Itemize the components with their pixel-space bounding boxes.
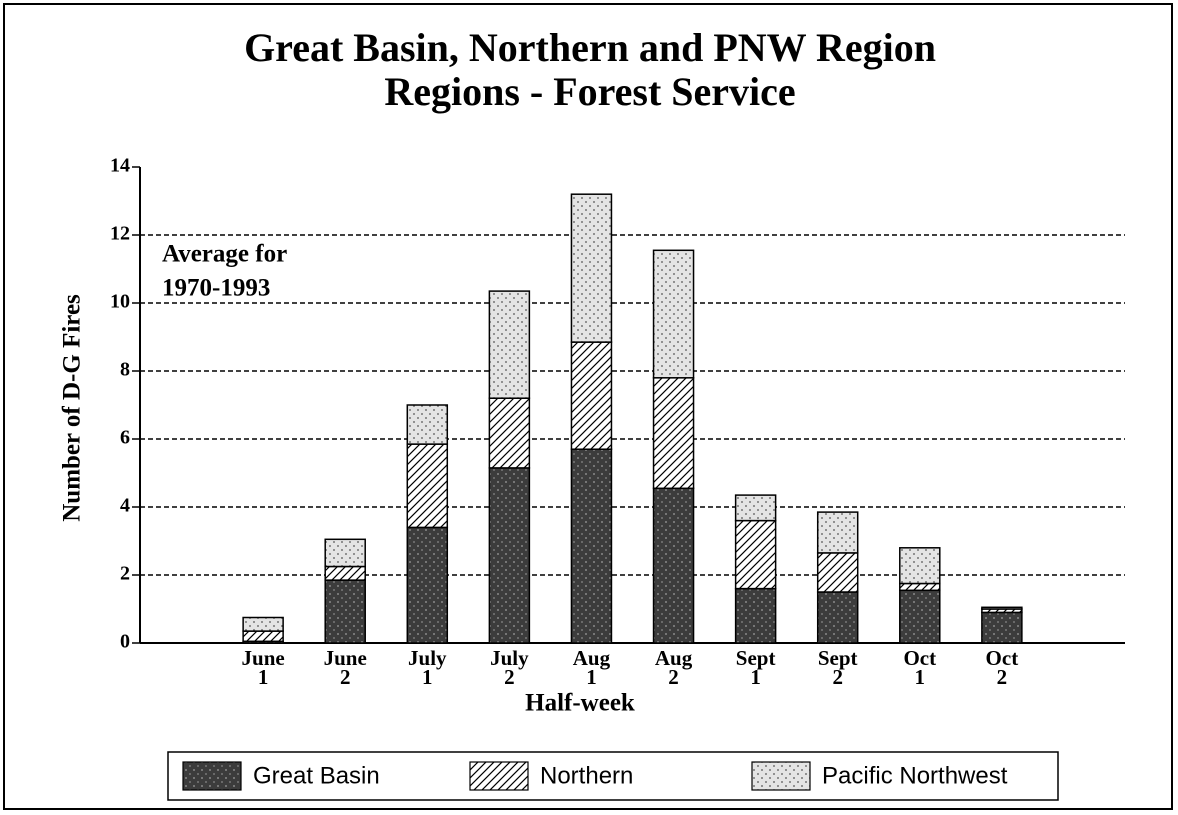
bar-segment — [488, 467, 531, 644]
bar-segment — [242, 630, 284, 643]
bar-segment — [816, 552, 859, 593]
legend-label: Pacific Northwest — [822, 762, 1008, 789]
bar-segment — [652, 487, 695, 644]
bar-segment — [406, 526, 449, 644]
y-tick-label: 6 — [120, 427, 130, 449]
y-tick-label: 2 — [120, 563, 130, 585]
x-tick-label: July 1 — [408, 646, 447, 689]
legend-swatch — [469, 761, 529, 791]
bar-segment — [324, 538, 366, 568]
bar-segment — [652, 249, 695, 379]
x-tick-label: July 2 — [490, 646, 529, 689]
x-tick-label: June 1 — [241, 646, 285, 689]
y-tick-label: 0 — [120, 631, 130, 653]
bar-segment — [570, 448, 613, 644]
y-tick-label: 8 — [120, 359, 130, 381]
x-tick-label: Oct 2 — [985, 646, 1019, 689]
legend-swatch — [182, 761, 242, 791]
frame — [3, 3, 1173, 810]
x-tick-label: Aug 2 — [654, 646, 693, 689]
bar-segment — [406, 443, 449, 529]
bar-segment — [981, 606, 1023, 610]
legend-label: Great Basin — [253, 762, 380, 789]
bar-segment — [734, 587, 777, 644]
bar-segment — [570, 341, 613, 450]
bar-segment — [816, 591, 859, 644]
x-axis-label: Half-week — [525, 690, 635, 717]
bar-segment — [899, 547, 941, 585]
annotation: Average for — [162, 241, 287, 268]
bar-segment — [734, 519, 777, 590]
bar-segment — [406, 404, 449, 445]
x-tick-label: June 2 — [323, 646, 367, 689]
legend-swatch — [751, 761, 811, 791]
bar-segment — [816, 511, 859, 554]
bar-segment — [242, 616, 284, 632]
y-tick-label: 4 — [120, 495, 130, 517]
bar-segment — [899, 582, 941, 592]
bar-segment — [324, 565, 366, 581]
legend-label: Northern — [540, 762, 633, 789]
y-axis-label: Number of D-G Fires — [59, 294, 86, 522]
bar-segment — [570, 193, 613, 343]
bar-segment — [734, 494, 777, 522]
x-tick-label: Aug 1 — [572, 646, 611, 689]
x-tick-label: Oct 1 — [903, 646, 937, 689]
bar-segment — [488, 290, 531, 399]
y-tick-label: 12 — [110, 223, 130, 245]
chart-title: Great Basin, Northern and PNW Region — [244, 25, 936, 70]
chart-title: Regions - Forest Service — [384, 69, 795, 114]
annotation: 1970-1993 — [162, 275, 270, 302]
x-tick-label: Sept 1 — [735, 646, 776, 689]
y-tick-label: 10 — [110, 291, 130, 313]
legend-box — [167, 751, 1059, 801]
bar-segment — [899, 589, 941, 644]
y-tick-label: 14 — [110, 155, 130, 177]
x-tick-label: Sept 2 — [817, 646, 858, 689]
bar-segment — [324, 579, 366, 644]
bar-segment — [652, 377, 695, 490]
bar-segment — [981, 611, 1023, 644]
bar-segment — [488, 397, 531, 469]
